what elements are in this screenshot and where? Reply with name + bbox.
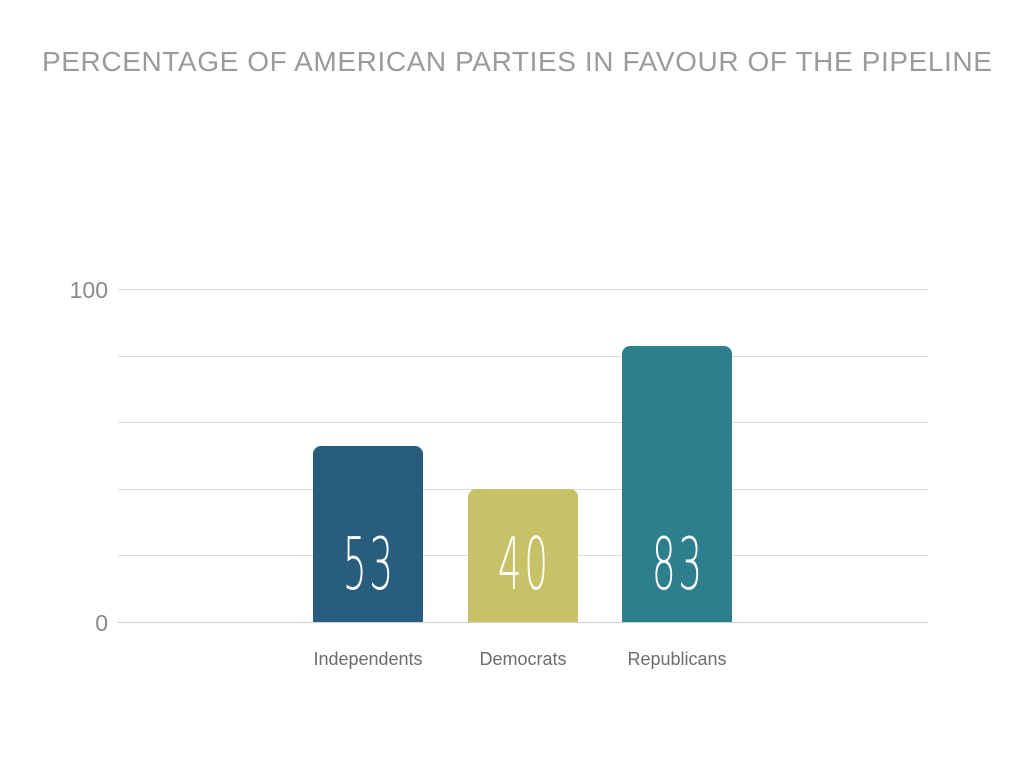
bar-independents: 53 [313,446,423,622]
bar-value-label: 83 [651,522,705,606]
x-axis-category-label: Democrats [479,649,567,669]
bar-democrats: 40 [468,489,578,622]
gridline [118,356,928,357]
x-axis-category-label: Independents [313,649,423,669]
x-axis-line [118,622,928,623]
gridline [118,422,928,423]
bar-republicans: 83 [622,346,732,622]
y-axis-tick-label-100: 100 [69,277,108,303]
x-axis-category-label: Republicans [627,649,727,669]
bar-value-label: 40 [497,522,551,606]
chart-title: PERCENTAGE OF AMERICAN PARTIES IN FAVOUR… [42,46,993,77]
gridline [118,289,928,290]
y-axis-tick-label-0: 0 [95,610,108,636]
bar-value-label: 53 [342,522,396,606]
